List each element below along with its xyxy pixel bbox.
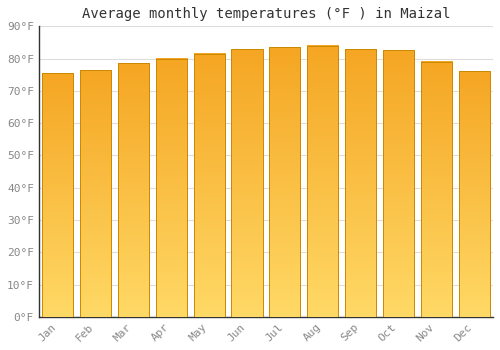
Bar: [307, 46, 338, 317]
Bar: [42, 73, 74, 317]
Bar: [80, 70, 111, 317]
Bar: [118, 63, 149, 317]
Bar: [156, 58, 187, 317]
Bar: [383, 50, 414, 317]
Bar: [345, 49, 376, 317]
Title: Average monthly temperatures (°F ) in Maizal: Average monthly temperatures (°F ) in Ma…: [82, 7, 450, 21]
Bar: [232, 49, 262, 317]
Bar: [421, 62, 452, 317]
Bar: [194, 54, 224, 317]
Bar: [458, 71, 490, 317]
Bar: [270, 47, 300, 317]
